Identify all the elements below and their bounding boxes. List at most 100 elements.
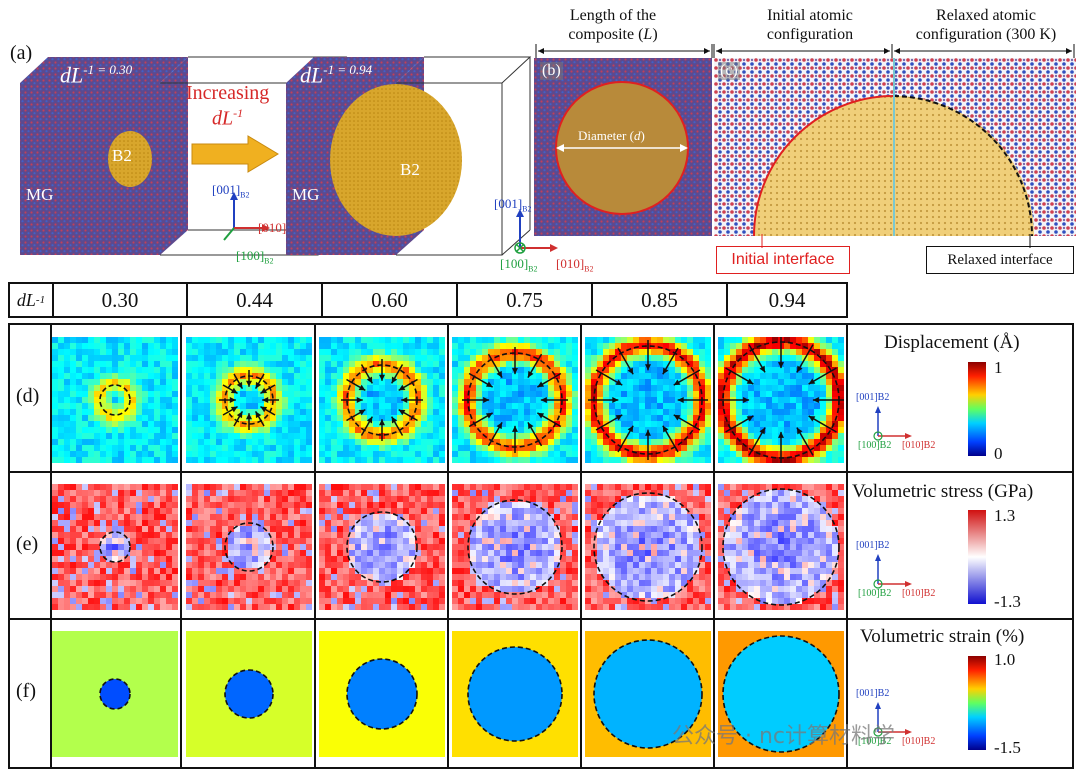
row-d-label: (d) xyxy=(16,385,40,407)
b2-large-particle xyxy=(330,84,462,236)
interface-ring xyxy=(593,492,703,602)
axis-100-a: [100]B2 xyxy=(236,248,274,266)
mg-left-label: MG xyxy=(26,185,54,204)
axis-010-b: [010]B2 xyxy=(556,256,594,274)
increasing-arrow xyxy=(191,135,279,173)
interface-ring xyxy=(467,646,563,742)
ratio-value: 0.44 xyxy=(188,284,323,316)
interface-ring xyxy=(346,511,418,583)
mini-axis-010: [010]B2 xyxy=(902,588,936,599)
interface-ring xyxy=(99,531,131,563)
mini-axis-100: [100]B2 xyxy=(858,588,892,599)
interface-ring xyxy=(99,678,131,710)
strain-map xyxy=(52,631,178,757)
initial-interface-label: Initial interface xyxy=(716,246,850,274)
interface-ring xyxy=(722,635,840,753)
stress-map xyxy=(452,484,578,610)
strain-map xyxy=(186,631,312,757)
axis-100-b: [100]B2 xyxy=(500,256,538,274)
increasing-ratio: dL-1 xyxy=(212,106,244,130)
panel-a-left-box xyxy=(20,56,348,256)
stress-title: Volumetric stress (GPa) xyxy=(852,481,1034,502)
interface-ring xyxy=(99,384,131,416)
axes-a-icon xyxy=(223,192,270,241)
panel-a-label: (a) xyxy=(10,42,33,64)
right-ratio-text: dL-1 = 0.94 xyxy=(300,62,373,88)
stress-min: -1.3 xyxy=(994,592,1021,611)
stress-map xyxy=(52,484,178,610)
row-f-label: (f) xyxy=(16,680,36,702)
displacement-colorbar xyxy=(968,362,986,456)
displacement-map xyxy=(52,337,178,463)
watermark: 公众号 · nc计算材料学 xyxy=(672,724,896,749)
panel-b-label: (b) xyxy=(540,62,563,80)
mini-axis-001: [001]B2 xyxy=(856,688,890,699)
displacement-map xyxy=(319,337,445,463)
axis-001-a: [001]B2 xyxy=(212,182,250,200)
ratio-value: 0.85 xyxy=(593,284,728,316)
stress-map xyxy=(585,484,711,610)
strain-map xyxy=(718,631,844,757)
interface-ring xyxy=(224,522,274,572)
row-e-label: (e) xyxy=(16,533,39,555)
mg-right-label: MG xyxy=(292,185,320,204)
strain-max: 1.0 xyxy=(994,650,1016,669)
mini-axis-100: [100]B2 xyxy=(858,736,892,747)
panel-b-image xyxy=(534,58,712,236)
b2-small-label: B2 xyxy=(112,146,132,165)
displacement-title: Displacement (Å) xyxy=(884,332,1020,353)
axis-001-b: [001]B2 xyxy=(494,196,532,214)
ratio-value: 0.94 xyxy=(768,287,806,312)
b2-large-label: B2 xyxy=(400,160,420,179)
diameter-label: Diameter (d) xyxy=(578,128,645,143)
displacement-map xyxy=(585,337,711,463)
mini-axis-001: [001]B2 xyxy=(856,392,890,403)
stress-colorbar xyxy=(968,510,986,604)
increasing-text: Increasing xyxy=(186,82,270,104)
interface-ring xyxy=(593,639,703,749)
initial-config-header: Initial atomic configuration xyxy=(766,7,854,43)
mini-axis-010: [010]B2 xyxy=(902,440,936,451)
stress-map xyxy=(319,484,445,610)
panel-c-image xyxy=(714,58,1076,236)
interface-ring xyxy=(467,499,563,595)
b2-small-particle xyxy=(108,131,152,187)
ratio-table: dL -1 0.30 0.44 0.60 0.75 0.85 0.94 xyxy=(8,282,848,318)
mini-axis-001: [001]B2 xyxy=(856,540,890,551)
length-dimension-line xyxy=(535,44,713,58)
strain-colorbar xyxy=(968,656,986,750)
strain-map xyxy=(319,631,445,757)
mini-axes-icon xyxy=(873,702,912,737)
displacement-map xyxy=(718,337,844,463)
left-ratio-text: dL-1 = 0.30 xyxy=(60,62,133,88)
results-grid: (d) (e) (f) xyxy=(8,323,1074,769)
displacement-map xyxy=(186,337,312,463)
interface-ring xyxy=(722,488,840,606)
panel-c-label: (c) xyxy=(718,62,740,80)
stress-map xyxy=(718,484,844,610)
ratio-value: 0.60 xyxy=(323,284,458,316)
strain-map xyxy=(585,631,711,757)
panel-a-right-box xyxy=(286,56,532,256)
ratio-header: dL -1 xyxy=(10,284,54,316)
config-dimension-lines xyxy=(713,44,1075,58)
length-header: Length of the composite (L) xyxy=(568,7,658,43)
ratio-value: 0.75 xyxy=(458,284,593,316)
ratio-value: 0.30 xyxy=(54,284,188,316)
displacement-max: 1 xyxy=(994,358,1003,377)
displacement-map xyxy=(452,337,578,463)
relaxed-interface-label: Relaxed interface xyxy=(926,246,1074,274)
mini-axes-icon xyxy=(873,406,912,441)
strain-min: -1.5 xyxy=(994,738,1021,757)
axes-b-icon xyxy=(514,209,558,254)
interface-pointers xyxy=(761,234,1031,248)
mini-axis-010: [010]B2 xyxy=(902,736,936,747)
mini-axes-icon xyxy=(873,554,912,589)
stress-max: 1.3 xyxy=(994,506,1016,525)
interface-ring xyxy=(224,669,274,719)
strain-title: Volumetric strain (%) xyxy=(860,626,1025,647)
interface-ring xyxy=(346,658,418,730)
relaxed-config-header: Relaxed atomic configuration (300 K) xyxy=(915,7,1057,43)
displacement-min: 0 xyxy=(994,444,1003,463)
stress-map xyxy=(186,484,312,610)
